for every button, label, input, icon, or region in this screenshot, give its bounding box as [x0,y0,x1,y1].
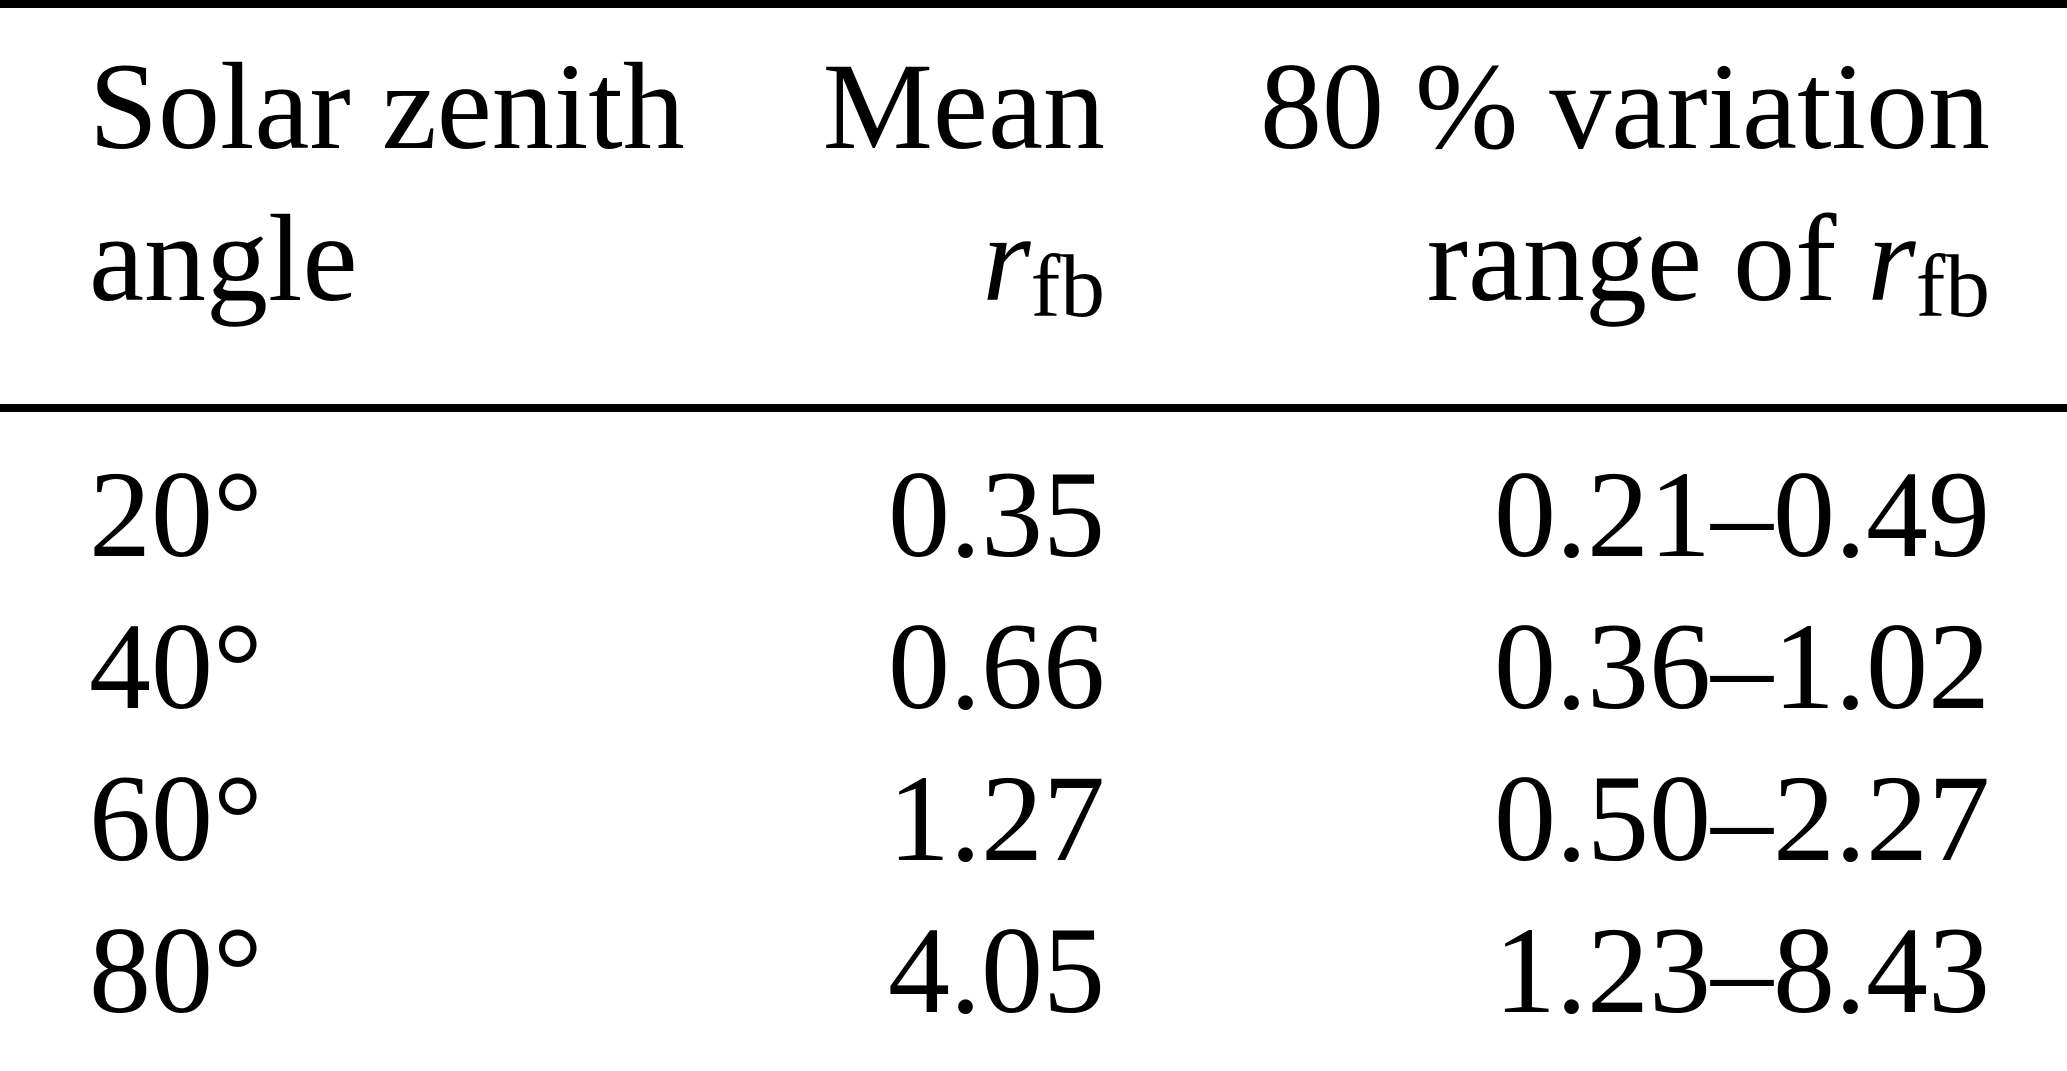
rfb-subscript: fb [1915,237,1990,337]
cell-range: 0.21–0.49 [1494,446,1990,584]
cell-range: 0.36–1.02 [1494,598,1990,736]
cell-angle: 20° [89,446,263,584]
rfb-symbol: r [1867,190,1916,327]
header-solar-zenith-line1: Solar zenith [89,38,685,175]
header-mean-line2: rfb [701,183,1105,363]
cell-angle: 80° [89,902,263,1040]
table-header: Solar zenith Mean 80 % variation angle r… [0,8,2067,404]
table-row: 40° 0.66 0.36–1.02 [89,591,1990,743]
table-row: 60° 1.27 0.50–2.27 [89,743,1990,895]
cell-mean: 4.05 [888,902,1105,1040]
range-of-label: range of [1426,190,1868,327]
cell-mean: 0.66 [888,598,1105,736]
table-mid-rule [0,404,2067,413]
rfb-symbol: r [982,190,1031,327]
cell-angle: 40° [89,598,263,736]
cell-mean: 0.35 [888,446,1105,584]
header-mean-line1: Mean [822,38,1105,175]
cell-range: 0.50–2.27 [1494,750,1990,888]
cell-range: 1.23–8.43 [1494,902,1990,1040]
header-variation-line1: 80 % variation [1259,38,1990,175]
header-solar-zenith-line2: angle [89,190,358,327]
cell-mean: 1.27 [888,750,1105,888]
table-row: 20° 0.35 0.21–0.49 [89,439,1990,591]
header-line-1: Solar zenith Mean 80 % variation [89,31,1990,183]
rfb-subscript: fb [1030,237,1105,337]
table-body: 20° 0.35 0.21–0.49 40° 0.66 0.36–1.02 60… [0,412,2067,1071]
header-variation-line2: range of rfb [1105,183,1990,363]
table-row: 80° 4.05 1.23–8.43 [89,895,1990,1047]
header-line-2: angle rfb range of rfb [89,183,1990,363]
table-top-rule [0,0,2067,8]
cell-angle: 60° [89,750,263,888]
